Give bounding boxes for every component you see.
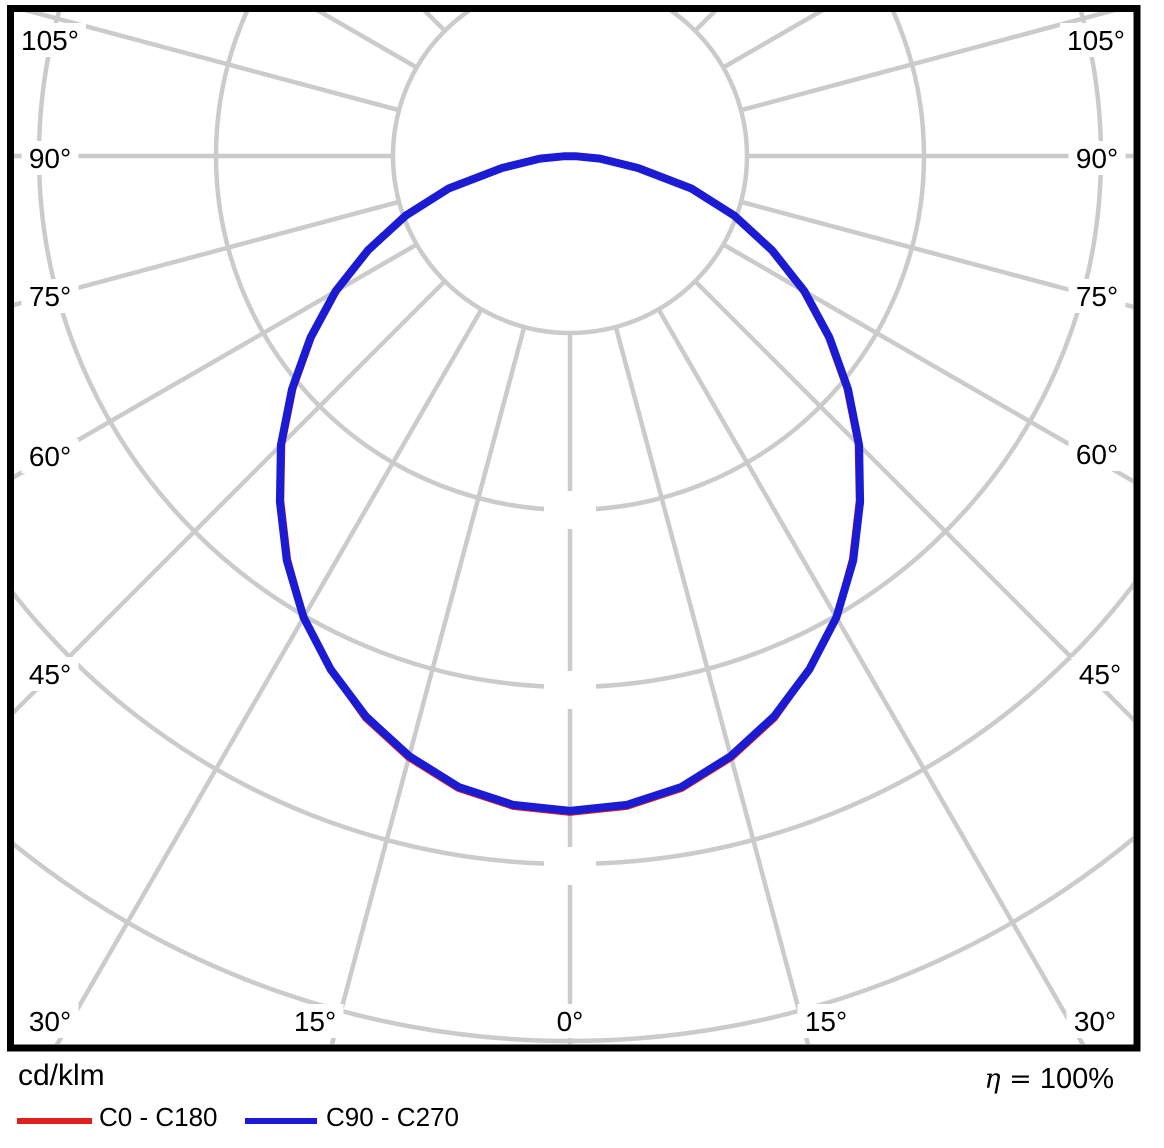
angle-label-bottom: 15° [805, 1006, 847, 1037]
angle-label-left: 60° [29, 441, 71, 472]
angle-label-bottom: 15° [294, 1006, 336, 1037]
angle-label-left: 75° [29, 281, 71, 312]
angle-label-right: 75° [1076, 281, 1118, 312]
efficiency-label: η = 100% [984, 1063, 1114, 1096]
ring-value-mask [544, 671, 596, 709]
c90-c270-label: C90 - C270 [326, 1102, 459, 1133]
angle-label-right: 90° [1076, 143, 1118, 174]
angle-label-right: 45° [1079, 659, 1121, 690]
eta-symbol: η = [984, 1064, 1031, 1095]
angle-label-bottom: 0° [557, 1006, 584, 1037]
angle-label-left: 30° [29, 1006, 71, 1037]
legend-row: C0 - C180 C90 - C270 [0, 1097, 1164, 1137]
c0-c180-swatch [17, 1118, 92, 1124]
angle-label-left: 105° [21, 25, 79, 56]
angle-label-left: 90° [29, 143, 71, 174]
angle-label-right: 60° [1076, 439, 1118, 470]
angle-spoke [741, 202, 1164, 544]
radial-ring [0, 0, 1164, 864]
units-label: cd/klm [18, 1059, 105, 1093]
c90-c270-swatch [245, 1118, 317, 1124]
legend-area: cd/klm C0 - C180 C90 - C270 η = 100% [0, 1053, 1164, 1143]
ring-value-mask [544, 491, 596, 529]
angle-label-right: 105° [1067, 25, 1125, 56]
angle-label-left: 45° [29, 659, 71, 690]
angle-label-right: 30° [1074, 1006, 1116, 1037]
angle-spoke [0, 202, 399, 544]
ring-value-mask [544, 847, 596, 885]
angle-spoke [0, 245, 417, 907]
efficiency-value: 100% [1040, 1063, 1114, 1095]
c0-c180-label: C0 - C180 [99, 1102, 218, 1133]
